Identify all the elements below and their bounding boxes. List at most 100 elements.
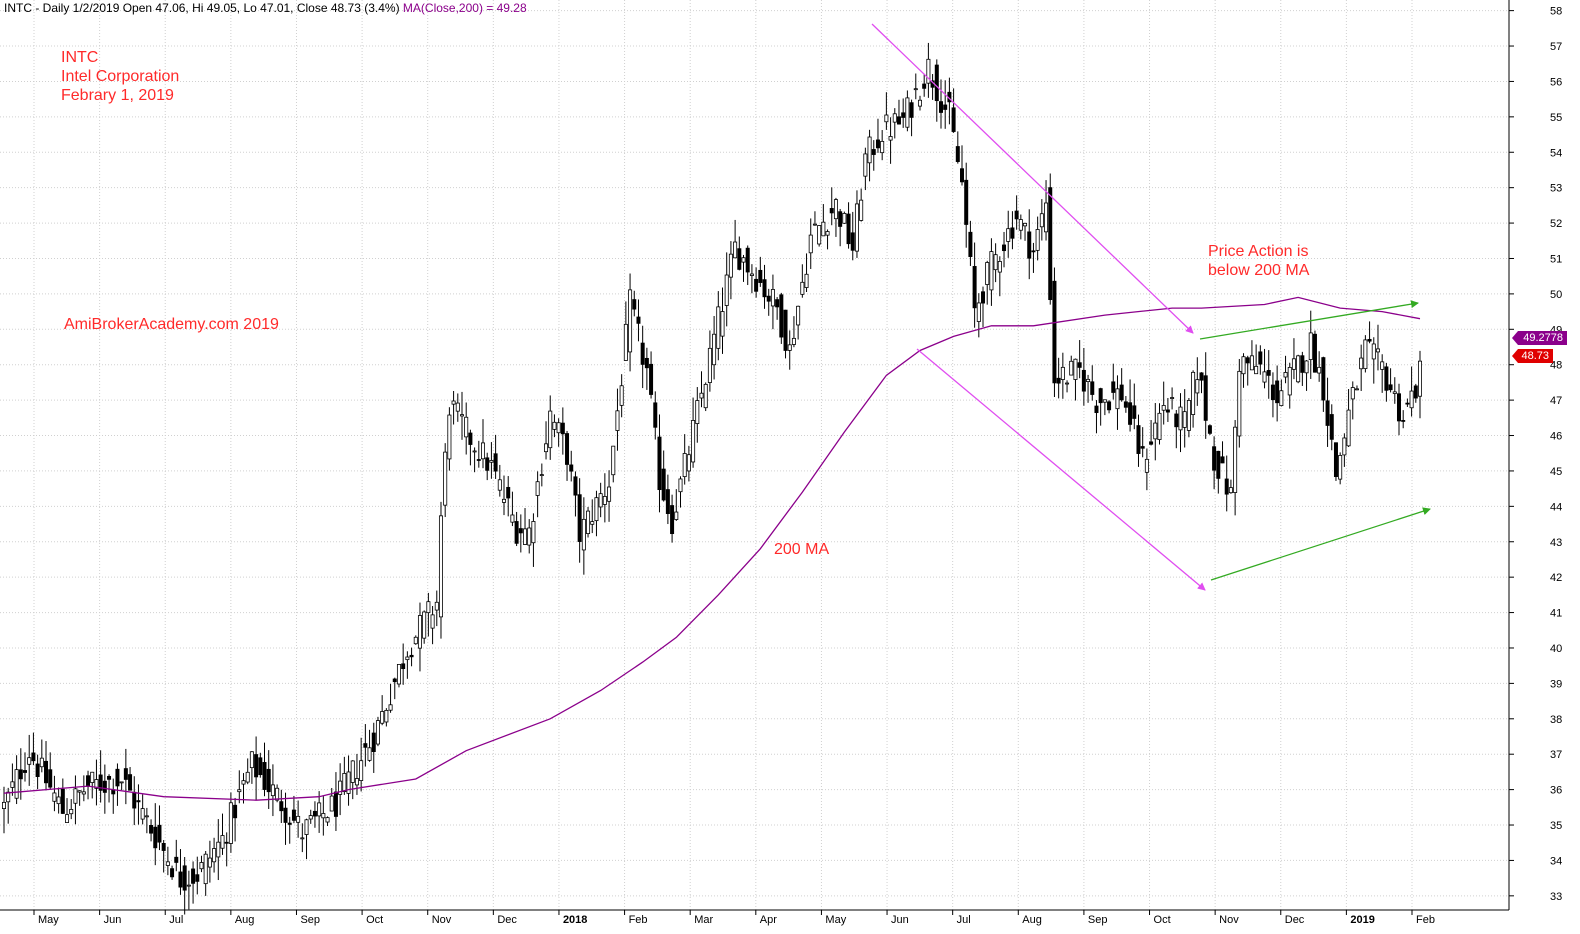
candle-body xyxy=(800,281,805,295)
candle-body xyxy=(1186,400,1191,431)
company-label: Intel Corporation xyxy=(61,68,180,85)
y-tick-label: 51 xyxy=(1550,253,1562,265)
x-tick-label: Dec xyxy=(1285,914,1305,926)
y-tick-label: 58 xyxy=(1550,6,1562,18)
header-quote: INTC - Daily 1/2/2019 Open 47.06, Hi 49.… xyxy=(4,1,400,15)
y-tick-label: 39 xyxy=(1550,678,1562,690)
close-value-tag: 48.73 xyxy=(1521,350,1549,362)
candle-body xyxy=(1237,370,1242,437)
candle-body xyxy=(1090,381,1095,395)
candle-body xyxy=(52,792,57,802)
y-tick-label: 55 xyxy=(1550,112,1562,124)
candle-body xyxy=(531,521,536,544)
candle-body xyxy=(60,788,65,814)
candle-body xyxy=(720,311,725,337)
candle-body xyxy=(329,795,334,812)
ma200-line xyxy=(3,296,1421,801)
candle-body xyxy=(783,309,788,351)
candle-body xyxy=(216,841,221,858)
candle-body xyxy=(338,780,343,795)
candle-body xyxy=(1405,402,1410,405)
candle-body xyxy=(678,478,683,493)
candle-body xyxy=(65,814,70,823)
candle-body xyxy=(762,279,767,298)
candle-body xyxy=(174,856,179,863)
candle-body xyxy=(569,464,574,472)
candle-body xyxy=(1107,401,1112,411)
candle-body xyxy=(18,769,23,780)
y-tick-label: 36 xyxy=(1550,785,1562,797)
candle-body xyxy=(417,615,422,649)
candle-body xyxy=(1157,412,1162,440)
candle-body xyxy=(611,445,616,476)
candle-body xyxy=(829,208,834,214)
y-tick-label: 43 xyxy=(1550,537,1562,549)
candle-body xyxy=(1111,381,1116,393)
candle-body xyxy=(1325,400,1330,426)
candle-body xyxy=(1413,385,1418,399)
candle-body xyxy=(296,815,301,823)
candle-body xyxy=(228,802,233,844)
grid-lines xyxy=(0,0,1514,915)
candle-body xyxy=(909,102,914,118)
candle-body xyxy=(1245,357,1250,364)
y-tick-label: 41 xyxy=(1550,608,1562,620)
candle-body xyxy=(258,757,263,776)
ma-tag-shape xyxy=(1512,331,1567,345)
candle-body xyxy=(128,774,133,791)
close-tag-shape xyxy=(1512,349,1553,363)
candle-body xyxy=(333,791,338,817)
candle-body xyxy=(1308,332,1313,360)
x-tick-label: May xyxy=(825,914,846,926)
candle-body xyxy=(287,822,292,825)
y-tick-label: 34 xyxy=(1550,855,1562,867)
x-tick-label: May xyxy=(38,914,59,926)
candle-body xyxy=(875,139,880,149)
candle-body xyxy=(388,704,393,711)
candle-body xyxy=(758,269,763,283)
candle-body xyxy=(1384,366,1389,391)
candle-body xyxy=(1275,380,1280,404)
candle-body xyxy=(1060,366,1065,380)
candle-body xyxy=(350,760,355,783)
candle-body xyxy=(434,601,439,611)
candle-body xyxy=(1224,478,1229,495)
candle-body xyxy=(1371,343,1376,360)
candle-body xyxy=(73,788,78,804)
candle-body xyxy=(703,383,708,409)
candle-body xyxy=(535,481,540,496)
candle-body xyxy=(363,743,368,748)
candle-body xyxy=(766,295,771,302)
candle-body xyxy=(880,140,885,154)
candle-body xyxy=(1212,446,1217,471)
candle-body xyxy=(468,432,473,445)
candle-body xyxy=(81,791,86,795)
x-tick-label: Sep xyxy=(300,914,320,926)
candle-body xyxy=(573,476,578,496)
candle-body xyxy=(6,791,11,803)
candle-body xyxy=(102,780,107,793)
candle-body xyxy=(266,768,271,793)
candle-body xyxy=(707,347,712,383)
candle-body xyxy=(1165,409,1170,413)
candle-body xyxy=(170,868,175,878)
candle-body xyxy=(691,420,696,463)
candle-body xyxy=(657,436,662,491)
candle-body xyxy=(2,801,7,809)
x-tick-label: 2019 xyxy=(1350,914,1374,926)
candle-body xyxy=(1317,366,1322,374)
candle-body xyxy=(413,636,418,645)
candle-body xyxy=(1002,244,1007,252)
candle-body xyxy=(443,451,448,506)
candle-body xyxy=(1199,372,1204,381)
candle-body xyxy=(212,848,217,863)
candle-body xyxy=(1216,450,1221,479)
candle-body xyxy=(1304,360,1309,374)
x-tick-label: Aug xyxy=(1022,914,1042,926)
candle-body xyxy=(262,762,267,790)
ma-annotation: 200 MA xyxy=(774,541,830,558)
candle-body xyxy=(1006,228,1011,242)
x-tick-label: Sep xyxy=(1088,914,1108,926)
candle-body xyxy=(359,760,364,781)
candle-body xyxy=(964,179,969,225)
